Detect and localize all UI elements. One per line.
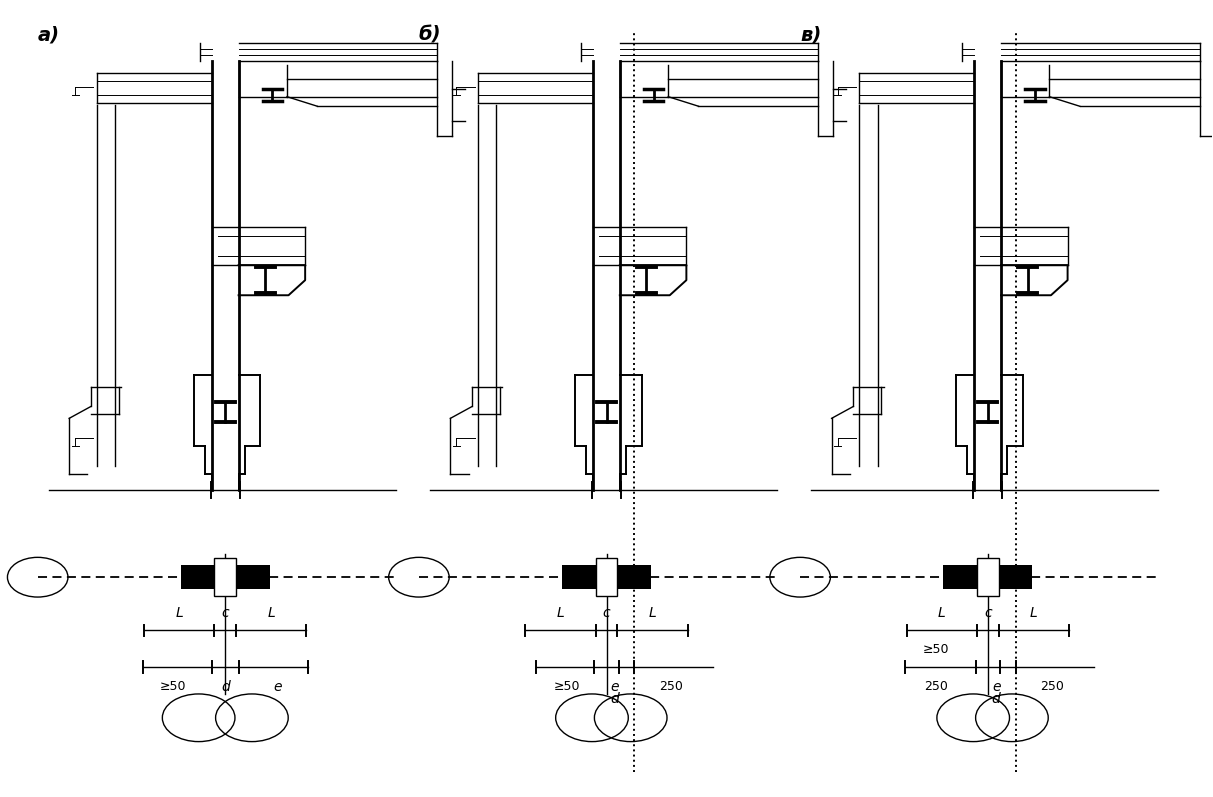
Text: L: L — [1030, 606, 1037, 620]
Bar — [596, 558, 617, 596]
Text: e: e — [610, 680, 619, 693]
Text: d: d — [221, 680, 229, 693]
Bar — [215, 558, 237, 596]
Text: ≥50: ≥50 — [553, 680, 580, 693]
Bar — [181, 565, 215, 589]
Text: L: L — [267, 606, 275, 620]
Text: L: L — [557, 606, 564, 620]
Text: б): б) — [418, 26, 442, 44]
Text: 250: 250 — [659, 680, 683, 693]
Text: в): в) — [801, 26, 821, 44]
Text: ≥50: ≥50 — [160, 680, 187, 693]
Text: ≥50: ≥50 — [922, 643, 949, 656]
Text: d: d — [992, 693, 1001, 706]
Text: d: d — [610, 693, 620, 706]
Text: 250: 250 — [924, 680, 947, 693]
Text: L: L — [176, 606, 183, 620]
Text: L: L — [938, 606, 946, 620]
Text: e: e — [273, 680, 281, 693]
Text: c: c — [603, 606, 610, 620]
Text: а): а) — [38, 26, 59, 44]
Text: c: c — [222, 606, 229, 620]
Bar — [237, 565, 270, 589]
Bar — [998, 565, 1032, 589]
Bar — [943, 565, 976, 589]
Bar — [976, 558, 998, 596]
Text: e: e — [992, 680, 1001, 693]
Bar — [617, 565, 651, 589]
Bar — [562, 565, 596, 589]
Text: L: L — [649, 606, 656, 620]
Text: 250: 250 — [1040, 680, 1064, 693]
Text: c: c — [984, 606, 991, 620]
